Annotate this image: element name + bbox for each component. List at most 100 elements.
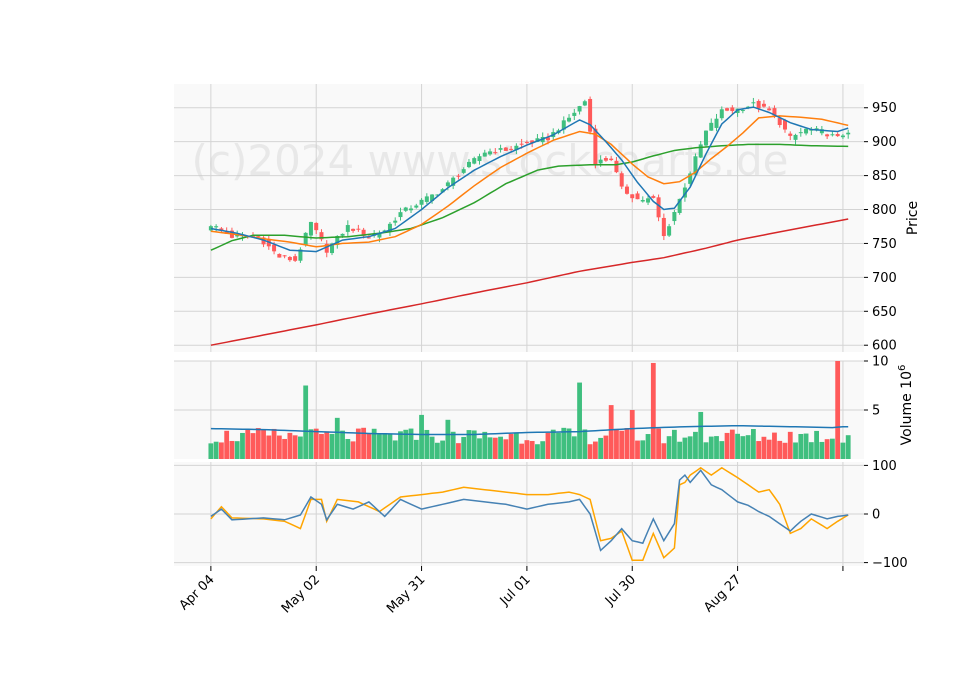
- candle-body: [682, 187, 687, 198]
- candle-body: [503, 147, 508, 151]
- volume-bar: [782, 442, 788, 459]
- candle-body: [377, 232, 382, 238]
- candle-body: [314, 222, 319, 231]
- candle-body: [235, 234, 240, 237]
- volume-bar: [508, 433, 514, 459]
- candle-body: [340, 233, 345, 236]
- volume-bar: [355, 428, 361, 459]
- price-tick-label: 600: [872, 339, 897, 354]
- oscillator-main-line: [210, 469, 849, 552]
- volume-bar: [513, 433, 519, 459]
- candle-body: [835, 134, 840, 137]
- candle-body: [572, 112, 577, 116]
- candle-body: [651, 196, 656, 198]
- volume-bar: [635, 440, 640, 459]
- volume-bar: [814, 430, 819, 459]
- candle-body: [677, 198, 682, 213]
- candle-body: [603, 158, 608, 161]
- candle-body: [351, 228, 356, 231]
- candle-body: [640, 199, 645, 202]
- candle-body: [261, 237, 266, 245]
- candle-body: [714, 118, 719, 128]
- volume-bar: [371, 428, 377, 459]
- candle-body: [740, 110, 745, 112]
- candle-body: [593, 128, 598, 165]
- candle-body: [451, 177, 456, 186]
- volume-bar: [440, 440, 446, 459]
- candle-body: [277, 253, 282, 258]
- volume-bar: [213, 441, 219, 459]
- candle-body: [482, 152, 487, 157]
- candle-body: [609, 158, 614, 161]
- candle-body: [219, 228, 224, 231]
- price-tick-label: 900: [872, 135, 897, 150]
- candle-body: [698, 144, 703, 158]
- volume-bar: [598, 437, 604, 459]
- candle-body: [709, 122, 714, 131]
- candle-body: [435, 194, 440, 196]
- candle-body: [298, 249, 303, 261]
- volume-bar: [566, 428, 572, 459]
- volume-bar: [798, 433, 804, 459]
- candle-body: [635, 193, 640, 200]
- price-panel-bg: [174, 84, 864, 352]
- volume-bar: [471, 430, 477, 459]
- volume-bar: [808, 442, 814, 459]
- price-tick-label: 750: [872, 237, 897, 252]
- candle-body: [330, 243, 335, 254]
- volume-bar: [608, 405, 614, 459]
- candle-body: [598, 159, 603, 164]
- volume-bar: [282, 438, 288, 459]
- candle-body: [672, 212, 677, 222]
- candle-body: [577, 106, 582, 112]
- volume-bar: [640, 440, 646, 459]
- candle-body: [725, 108, 730, 111]
- candle-body: [530, 140, 535, 144]
- volume-bar: [787, 431, 793, 459]
- ma-fast-line: [210, 106, 849, 253]
- volume-bar: [313, 428, 319, 459]
- volume-bar: [719, 441, 725, 459]
- candle-body: [256, 236, 261, 238]
- volume-bar: [403, 429, 409, 459]
- volume-bar: [577, 382, 582, 459]
- candle-body: [519, 143, 524, 145]
- candle-body: [324, 243, 329, 253]
- candle-body: [561, 120, 566, 130]
- volume-bar: [645, 434, 651, 459]
- volume-bars: [208, 361, 851, 459]
- volume-bar: [245, 428, 251, 459]
- candle-body: [430, 194, 435, 202]
- candle-body: [693, 156, 698, 175]
- volume-bar: [456, 443, 461, 459]
- candle-body: [345, 225, 350, 232]
- candle-body: [361, 229, 366, 236]
- volume-bar: [603, 435, 609, 459]
- volume-bar: [624, 428, 630, 459]
- candle-body: [509, 148, 514, 150]
- volume-bar: [519, 443, 525, 459]
- volume-bar: [540, 441, 546, 459]
- volume-bar: [445, 419, 451, 459]
- candle-body: [488, 151, 493, 155]
- candle-body: [409, 208, 414, 211]
- volume-bar: [398, 431, 403, 459]
- candle-body: [287, 257, 292, 261]
- volume-bar: [556, 432, 561, 459]
- candle-body: [335, 236, 340, 245]
- candle-body: [582, 101, 587, 106]
- volume-bar: [461, 436, 467, 459]
- candle-body: [830, 134, 835, 136]
- volume-bar: [255, 428, 261, 459]
- volume-bar: [761, 436, 767, 459]
- volume-bar: [803, 433, 809, 459]
- candle-body: [756, 100, 761, 109]
- volume-bar: [250, 433, 256, 459]
- candle-body: [624, 186, 629, 194]
- candle-body: [214, 226, 219, 228]
- candle-body: [398, 212, 403, 218]
- volume-bar: [382, 433, 388, 459]
- volume-bar: [735, 433, 740, 459]
- volume-bar: [724, 432, 730, 459]
